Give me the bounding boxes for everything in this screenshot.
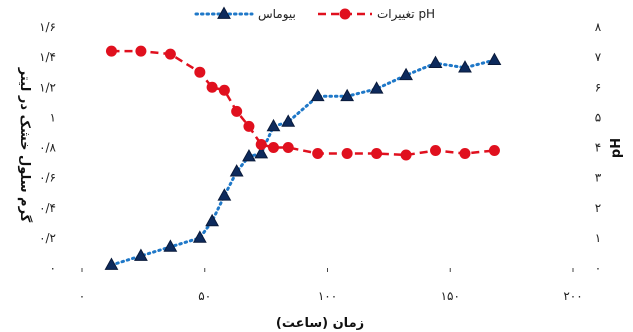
y-left-tick-label: ۰/۸ [39,141,56,155]
ph-data-point [219,85,230,96]
x-tick-label: ۰ [79,289,85,303]
biomass-data-point [218,189,230,200]
legend-biomass-label: بیوماس [258,7,296,22]
ph-data-point [194,67,205,78]
biomass-data-point [429,57,441,68]
y-right-tick-label: ۶ [595,80,601,94]
y-right-tick-label: ۵ [595,110,601,124]
y-left-tick-label: ۱/۶ [39,20,56,34]
series-layer [105,46,500,270]
y-left-tick-label: ۰ [50,261,56,275]
biomass-data-point [206,215,218,226]
y-right-tick-label: ۸ [595,20,602,34]
ph-data-point [459,148,470,159]
ph-data-point [165,49,176,60]
ph-data-point [489,145,500,156]
ph-data-point [401,150,412,161]
y-right-tick-label: ۳ [595,171,602,185]
y-left-tick-label: ۰/۲ [39,231,56,245]
ph-data-point [430,145,441,156]
ph-data-point [106,46,117,57]
biomass-data-point [312,90,324,101]
y-axis-right-title: pH [609,138,624,158]
ph-data-point [135,46,146,57]
x-tick-label: ۲۰۰ [563,289,582,303]
biomass-data-point [488,54,500,65]
y-left-tick-label: ۱/۲ [39,80,56,94]
x-tick-label: ۵۰ [198,289,211,303]
y-right-tick-label: ۰ [595,261,601,275]
x-tick-label: ۱۵۰ [441,289,460,303]
legend: بیوماس تغییرات pH [196,7,435,22]
y-right-tick-label: ۷ [595,50,602,64]
y-axis-left-title: گرم سلول خشک در لیتر [17,67,33,223]
legend-ph-marker [340,9,351,20]
y-left-tick-label: ۱/۴ [39,50,56,64]
series-0 [105,54,500,270]
ph-data-point [256,139,267,150]
x-axis-title: زمان (ساعت) [276,316,364,331]
legend-ph-label: تغییرات pH [377,7,435,22]
ph-data-point [207,82,218,93]
ph-data-point [243,121,254,132]
ph-data-point [342,148,353,159]
y-left-tick-label: ۰/۶ [39,171,56,185]
x-tick-label: ۱۰۰ [318,289,337,303]
ph-data-point [371,148,382,159]
biomass-data-point [267,120,279,131]
y-left-tick-label: ۰/۴ [39,201,56,215]
ph-data-point [268,142,279,153]
y-right-tick-label: ۱ [595,231,601,245]
y-right-tick-label: ۴ [595,141,601,155]
ph-data-point [231,106,242,117]
ph-data-point [283,142,294,153]
series-line [112,60,495,265]
y-right-tick-label: ۲ [595,201,601,215]
ph-data-point [312,148,323,159]
y-left-tick-label: ۱ [50,110,56,124]
